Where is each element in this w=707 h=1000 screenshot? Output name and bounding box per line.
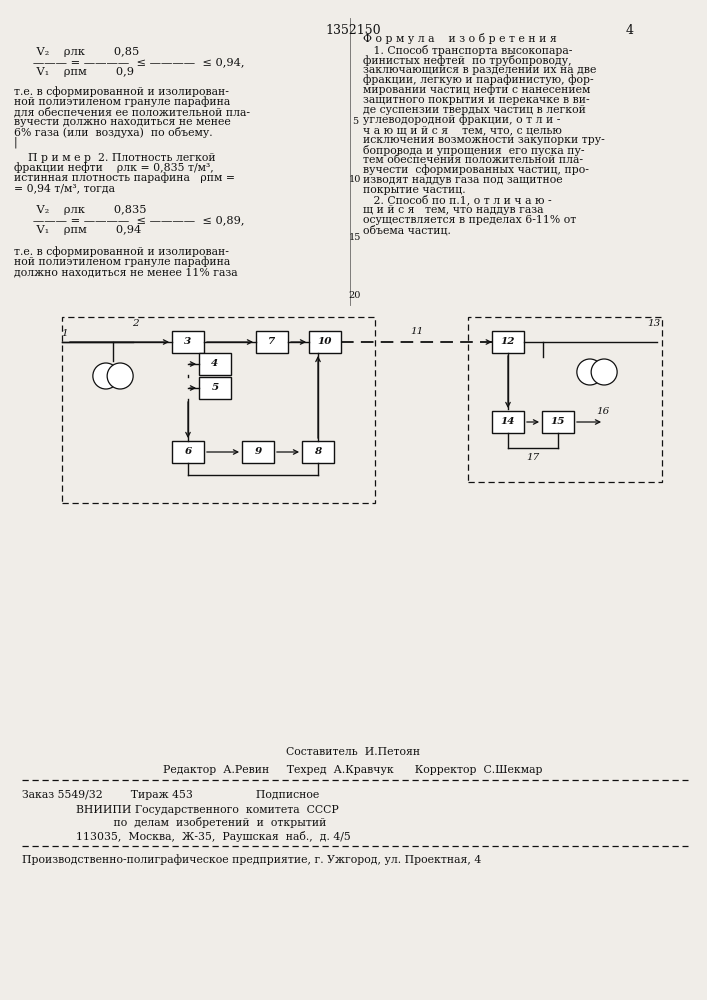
Bar <box>309 331 341 353</box>
Text: ——— = ————  ≤ ————  ≤ 0,89,: ——— = ———— ≤ ———— ≤ 0,89, <box>22 215 245 225</box>
Bar <box>256 331 288 353</box>
Text: 5: 5 <box>352 117 358 126</box>
Text: V₁    ρпм        0,9: V₁ ρпм 0,9 <box>22 67 134 77</box>
Bar <box>542 411 574 433</box>
Text: 12: 12 <box>501 338 515 347</box>
Text: объема частиц.: объема частиц. <box>363 225 451 235</box>
Text: 15: 15 <box>551 418 566 426</box>
Bar <box>302 441 334 463</box>
Text: финистых нефтей  по трубопроводу,: финистых нефтей по трубопроводу, <box>363 54 572 66</box>
Text: Редактор  А.Ревин     Техред  А.Кравчук      Корректор  С.Шекмар: Редактор А.Ревин Техред А.Кравчук Коррек… <box>163 765 543 775</box>
Bar <box>62 317 375 503</box>
Bar <box>199 353 231 375</box>
Text: де суспензии твердых частиц в легкой: де суспензии твердых частиц в легкой <box>363 105 586 115</box>
Text: 10: 10 <box>317 338 332 347</box>
Bar <box>492 331 524 353</box>
Text: 7: 7 <box>269 338 276 347</box>
Text: 10: 10 <box>349 176 361 184</box>
Text: исключения возможности закупорки тру-: исключения возможности закупорки тру- <box>363 135 604 145</box>
Text: 13: 13 <box>648 318 660 328</box>
Text: 8: 8 <box>315 448 322 456</box>
Text: т.е. в сформированной и изолирован-: т.е. в сформированной и изолирован- <box>14 247 229 257</box>
Text: для обеспечения ее положительной пла-: для обеспечения ее положительной пла- <box>14 107 250 117</box>
Text: 9: 9 <box>255 448 262 456</box>
Text: осуществляется в пределах 6-11% от: осуществляется в пределах 6-11% от <box>363 215 576 225</box>
Text: должно находиться не менее 11% газа: должно находиться не менее 11% газа <box>14 267 238 277</box>
Text: покрытие частиц.: покрытие частиц. <box>363 185 466 195</box>
Text: V₂    ρлк        0,85: V₂ ρлк 0,85 <box>22 47 139 57</box>
Text: |: | <box>14 136 18 148</box>
Text: ВНИИПИ Государственного  комитета  СССР: ВНИИПИ Государственного комитета СССР <box>55 805 339 815</box>
Text: вучести  сформированных частиц, про-: вучести сформированных частиц, про- <box>363 165 589 175</box>
Bar <box>492 411 524 433</box>
Text: 17: 17 <box>527 452 539 462</box>
Circle shape <box>577 359 603 385</box>
Text: 6% газа (или  воздуха)  по объему.: 6% газа (или воздуха) по объему. <box>14 126 213 137</box>
Text: V₁    ρпм        0,94: V₁ ρпм 0,94 <box>22 225 141 235</box>
Text: Производственно-полиграфическое предприятие, г. Ужгород, ул. Проектная, 4: Производственно-полиграфическое предприя… <box>22 855 481 865</box>
Text: 1. Способ транспорта высокопара-: 1. Способ транспорта высокопара- <box>363 44 573 55</box>
Text: мировании частиц нефти с нанесением: мировании частиц нефти с нанесением <box>363 85 590 95</box>
Text: = 0,94 т/м³, тогда: = 0,94 т/м³, тогда <box>14 183 115 193</box>
Text: тем обеспечения положительной пла-: тем обеспечения положительной пла- <box>363 155 583 165</box>
Text: Ф о р м у л а    и з о б р е т е н и я: Ф о р м у л а и з о б р е т е н и я <box>363 32 556 43</box>
Text: 113035,  Москва,  Ж-35,  Раушская  наб.,  д. 4/5: 113035, Москва, Ж-35, Раушская наб., д. … <box>55 830 351 842</box>
Bar <box>172 441 204 463</box>
Text: заключающийся в разделении их на две: заключающийся в разделении их на две <box>363 65 597 75</box>
Text: бопровода и упрощения  его пуска пу-: бопровода и упрощения его пуска пу- <box>363 144 585 155</box>
Text: вучести должно находиться не менее: вучести должно находиться не менее <box>14 117 230 127</box>
Text: фракции нефти    ρлк = 0,835 т/м³,: фракции нефти ρлк = 0,835 т/м³, <box>14 163 214 173</box>
Text: истинная плотность парафина   ρпм =: истинная плотность парафина ρпм = <box>14 173 235 183</box>
Text: 2: 2 <box>132 318 139 328</box>
Text: 4: 4 <box>211 360 218 368</box>
Text: т.е. в сформированной и изолирован-: т.е. в сформированной и изолирован- <box>14 87 229 97</box>
Bar <box>172 331 204 353</box>
Text: щ и й с я   тем, что наддув газа: щ и й с я тем, что наддув газа <box>363 205 544 215</box>
Text: 15: 15 <box>349 233 361 242</box>
Text: 20: 20 <box>349 292 361 300</box>
Bar <box>242 441 274 463</box>
Text: Составитель  И.Петоян: Составитель И.Петоян <box>286 747 420 757</box>
Text: по  делам  изобретений  и  открытий: по делам изобретений и открытий <box>75 818 327 828</box>
Text: 16: 16 <box>596 408 609 416</box>
Circle shape <box>107 363 133 389</box>
Text: 4: 4 <box>626 23 634 36</box>
Text: 2. Способ по п.1, о т л и ч а ю -: 2. Способ по п.1, о т л и ч а ю - <box>363 195 551 205</box>
Text: 1: 1 <box>62 328 69 338</box>
Text: V₂    ρлк        0,835: V₂ ρлк 0,835 <box>22 205 146 215</box>
Text: 5: 5 <box>211 383 218 392</box>
Bar <box>468 317 662 482</box>
Text: 11: 11 <box>410 328 423 336</box>
Text: фракции, легкую и парафинистую, фор-: фракции, легкую и парафинистую, фор- <box>363 75 594 85</box>
Text: П р и м е р  2. Плотность легкой: П р и м е р 2. Плотность легкой <box>14 153 216 163</box>
Text: ной полиэтиленом грануле парафина: ной полиэтиленом грануле парафина <box>14 257 230 267</box>
Circle shape <box>591 359 617 385</box>
Text: 1352150: 1352150 <box>325 23 381 36</box>
Text: ной полиэтиленом грануле парафина: ной полиэтиленом грануле парафина <box>14 97 230 107</box>
Text: Заказ 5549/32        Тираж 453                  Подписное: Заказ 5549/32 Тираж 453 Подписное <box>22 790 320 800</box>
Text: углеводородной фракции, о т л и -: углеводородной фракции, о т л и - <box>363 115 561 125</box>
Text: ч а ю щ и й с я    тем, что, с целью: ч а ю щ и й с я тем, что, с целью <box>363 125 562 135</box>
Text: 14: 14 <box>501 418 515 426</box>
Text: 3: 3 <box>185 338 192 347</box>
Bar <box>199 377 231 399</box>
Text: ——— = ————  ≤ ————  ≤ 0,94,: ——— = ———— ≤ ———— ≤ 0,94, <box>22 57 245 67</box>
Text: защитного покрытия и перекачке в ви-: защитного покрытия и перекачке в ви- <box>363 95 590 105</box>
Text: изводят наддув газа под защитное: изводят наддув газа под защитное <box>363 175 563 185</box>
Circle shape <box>93 363 119 389</box>
Text: 6: 6 <box>185 448 192 456</box>
